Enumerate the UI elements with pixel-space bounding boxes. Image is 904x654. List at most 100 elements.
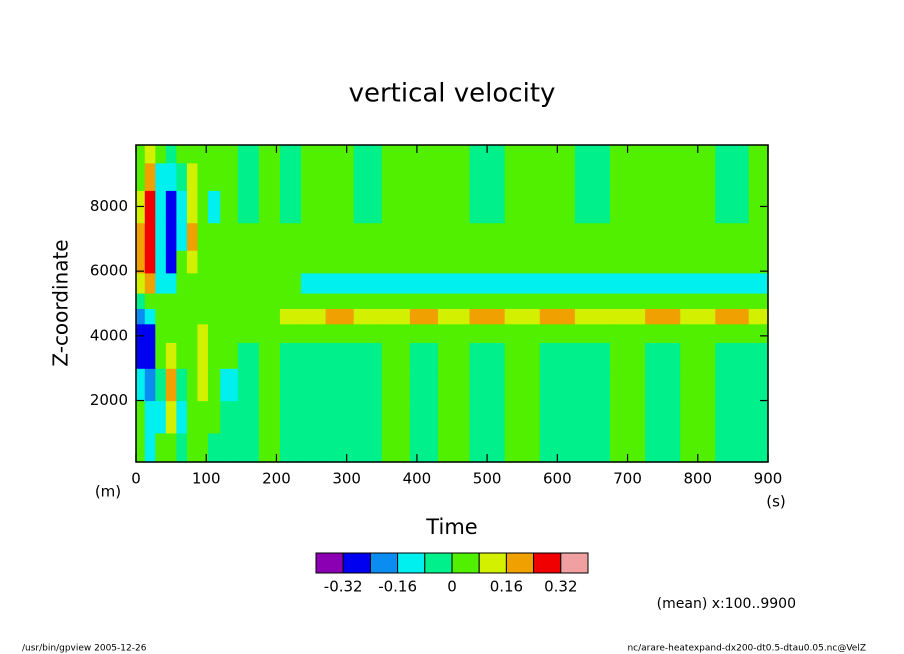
field-cell — [197, 190, 209, 224]
field-cell — [748, 190, 769, 224]
field-cell — [207, 250, 221, 274]
field-cell — [237, 400, 260, 434]
field-cell — [680, 272, 716, 294]
field-cell — [136, 368, 146, 402]
field-cell — [353, 272, 383, 294]
field-cell — [437, 308, 471, 325]
field-cell — [715, 190, 750, 224]
field-cell — [748, 145, 769, 164]
field-cell — [437, 222, 471, 251]
field-cell — [574, 323, 611, 343]
field-cell — [680, 222, 716, 251]
field-cell — [539, 342, 576, 369]
field-cell — [279, 308, 302, 325]
field-cell — [469, 323, 506, 343]
y-tick-label: 8000 — [90, 197, 128, 215]
field-cell — [325, 400, 355, 434]
field-cell — [680, 162, 716, 191]
field-cell — [469, 342, 506, 369]
contour-field — [136, 145, 769, 463]
field-cell — [381, 368, 411, 402]
field-cell — [409, 400, 439, 434]
field-cell — [574, 342, 611, 369]
field-cell — [197, 145, 209, 164]
field-cell — [301, 292, 327, 309]
field-cell — [645, 323, 681, 343]
field-cell — [325, 432, 355, 463]
field-cell — [155, 250, 167, 274]
field-cell — [437, 162, 471, 191]
field-cell — [539, 162, 576, 191]
field-cell — [186, 308, 199, 325]
field-cell — [237, 308, 260, 325]
x-tick-label: 800 — [683, 470, 712, 488]
field-cell — [165, 162, 177, 191]
field-cell — [469, 400, 506, 434]
field-cell — [715, 400, 750, 434]
field-cell — [715, 432, 750, 463]
field-cell — [353, 292, 383, 309]
field-cell — [325, 308, 355, 325]
field-cell — [165, 342, 177, 369]
field-cell — [381, 250, 411, 274]
field-cell — [155, 400, 167, 434]
field-cell — [353, 145, 383, 164]
field-cell — [301, 162, 327, 191]
field-cell — [237, 342, 260, 369]
colorbar-box — [478, 552, 507, 574]
field-cell — [197, 250, 209, 274]
field-cell — [748, 272, 769, 294]
field-cell — [610, 323, 646, 343]
field-cell — [645, 162, 681, 191]
field-cell — [144, 432, 156, 463]
field-cell — [176, 432, 188, 463]
field-cell — [469, 190, 506, 224]
field-cell — [144, 342, 156, 369]
field-cell — [220, 368, 239, 402]
x-tick-label: 200 — [262, 470, 291, 488]
field-cell — [258, 432, 281, 463]
field-cell — [748, 222, 769, 251]
field-cell — [409, 432, 439, 463]
field-cell — [409, 145, 439, 164]
x-tick-label: 600 — [543, 470, 572, 488]
field-cell — [353, 323, 383, 343]
field-cell — [504, 250, 541, 274]
field-cell — [409, 342, 439, 369]
y-tick-label: 4000 — [90, 326, 128, 344]
colorbar-box — [560, 552, 589, 574]
field-cell — [197, 432, 209, 463]
field-cell — [409, 222, 439, 251]
field-cell — [207, 400, 221, 434]
field-cell — [574, 250, 611, 274]
field-cell — [279, 368, 302, 402]
field-cell — [176, 145, 188, 164]
field-cell — [207, 162, 221, 191]
field-cell — [136, 323, 146, 343]
field-cell — [715, 308, 750, 325]
field-cell — [539, 190, 576, 224]
x-tick-label: 0 — [131, 470, 141, 488]
field-cell — [645, 342, 681, 369]
field-cell — [610, 145, 646, 164]
field-cell — [645, 250, 681, 274]
field-cell — [279, 272, 302, 294]
field-cell — [258, 292, 281, 309]
field-cell — [155, 272, 167, 294]
field-cell — [136, 250, 146, 274]
field-cell — [715, 145, 750, 164]
field-cell — [176, 308, 188, 325]
field-cell — [504, 368, 541, 402]
field-cell — [610, 292, 646, 309]
field-cell — [301, 190, 327, 224]
field-cell — [301, 432, 327, 463]
field-cell — [258, 342, 281, 369]
field-cell — [748, 342, 769, 369]
field-cell — [197, 308, 209, 325]
field-cell — [176, 342, 188, 369]
field-cell — [176, 400, 188, 434]
field-cell — [258, 250, 281, 274]
field-cell — [715, 250, 750, 274]
field-cell — [155, 222, 167, 251]
field-cell — [144, 368, 156, 402]
